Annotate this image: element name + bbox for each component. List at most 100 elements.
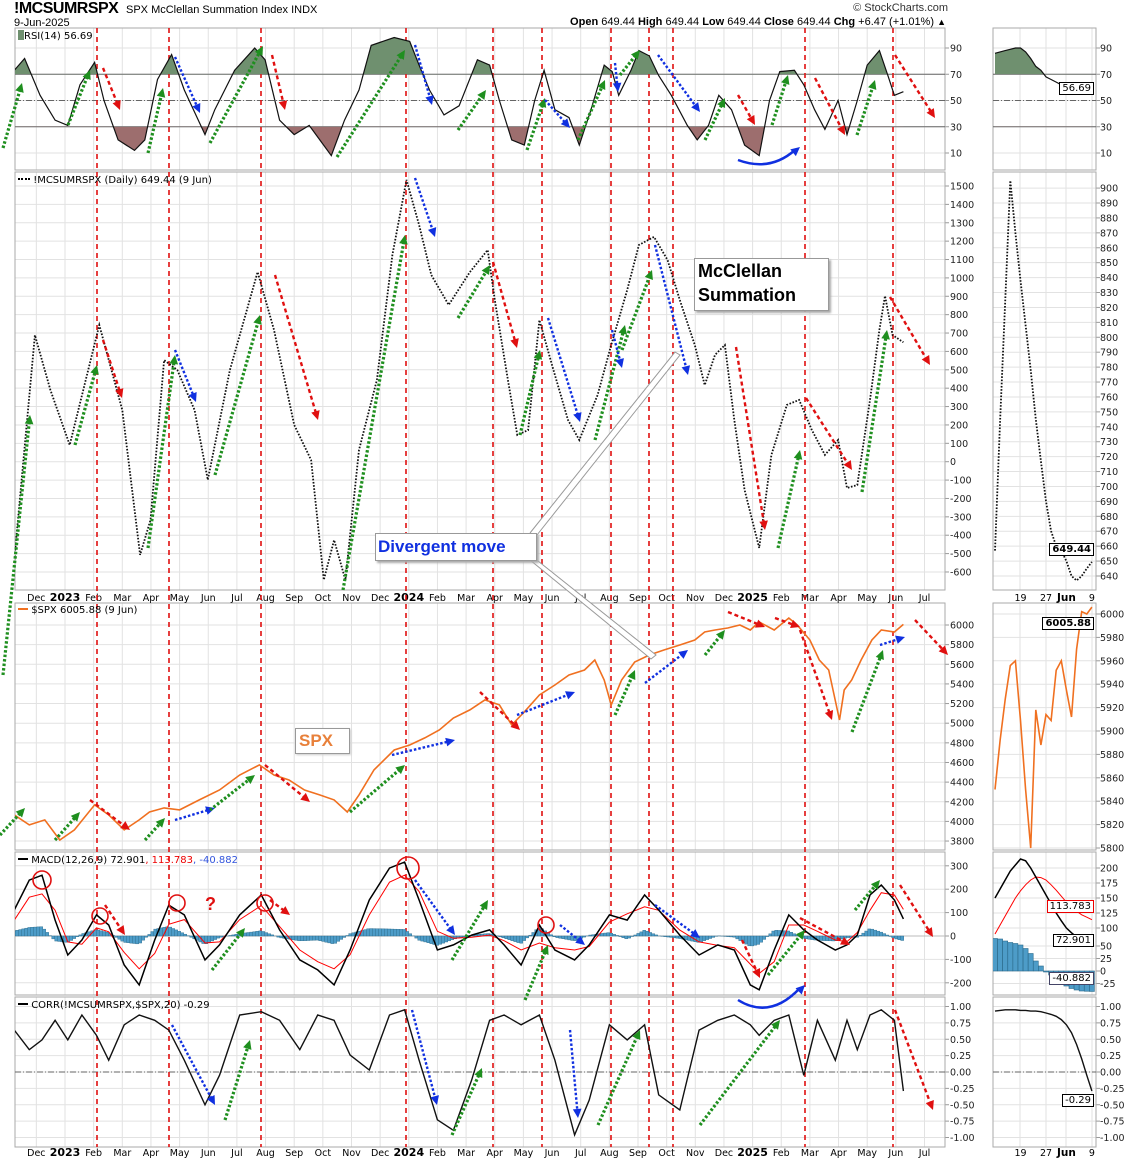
blue-arrow [410, 1009, 437, 1099]
right-date-label: Jun [1056, 1147, 1076, 1159]
right-macd-hist-tick-label: -25 [1100, 979, 1116, 990]
macd-histogram-bar [261, 931, 265, 937]
macd-value-badge: 72.901 [1053, 934, 1094, 947]
blue-arrow-head [575, 935, 585, 945]
month-label: 2023 [50, 1146, 81, 1159]
red-down-arrow-head [311, 410, 320, 420]
macd-histogram-bar [528, 934, 532, 937]
symbol-title: !MCSUMRSPX [14, 0, 119, 17]
right-corr-tick-label: 0.50 [1100, 1035, 1121, 1046]
macd-histogram-bar [231, 934, 235, 937]
right-date-label: 19 [1014, 593, 1026, 604]
green-up-arrow-head [632, 1030, 641, 1040]
macd-histogram-bar [213, 935, 217, 940]
green-up-arrow [1, 421, 31, 676]
summation-tick-label: 800 [950, 310, 968, 321]
month-label: Nov [342, 593, 361, 604]
green-up-arrow [73, 371, 97, 446]
right-summation-tick-label: 750 [1100, 407, 1118, 418]
blue-arrow-head [678, 650, 688, 659]
red-down-arrow-head [115, 388, 124, 398]
macd-histogram-bar [135, 935, 139, 945]
green-up-arrow [223, 1046, 250, 1121]
callout-pointer [529, 556, 657, 660]
macd-histogram-bar [615, 935, 619, 937]
red-down-arrow-head [926, 108, 935, 118]
red-circle-marker [32, 870, 52, 890]
macd-label: MACD(12,26,9) 72.901 [31, 855, 146, 866]
macd-histogram-bar [522, 935, 526, 941]
red-down-arrow [914, 619, 945, 651]
macd-histogram-bar [54, 935, 58, 942]
macd-histogram-bar [858, 935, 862, 937]
summation-tick-label: -300 [950, 512, 972, 523]
right-spx-tick-label: 5800 [1100, 844, 1124, 855]
right-summation-tick-label: 770 [1100, 378, 1118, 389]
macd-histogram-bar [78, 934, 82, 937]
summation-tick-label: 1000 [950, 273, 974, 284]
right-summation-tick-label: 680 [1100, 512, 1118, 523]
red-circle-marker [168, 894, 186, 912]
rsi-panel-frame [14, 27, 946, 171]
right-summation-tick-label: 830 [1100, 288, 1118, 299]
corr-legend: CORR(!MCSUMRSPX,$SPX,20) -0.29 [18, 1000, 210, 1012]
macd-histogram-bar [243, 932, 247, 937]
macd-histogram-bar [72, 935, 76, 939]
red-down-arrow [888, 296, 928, 360]
month-label: Aug [256, 1148, 275, 1159]
right-macd-line-tick-label: 100 [1100, 924, 1118, 935]
macd-histogram-bar [159, 927, 163, 937]
macd-signal-label: , 113.783 [145, 855, 194, 866]
right-summation-tick-label: 810 [1100, 318, 1118, 329]
macd-histogram-bar [300, 935, 304, 942]
blue-arrow [644, 653, 684, 684]
summation-tick-label: 300 [950, 402, 968, 413]
corr-label: CORR(!MCSUMRSPX,$SPX,20) -0.29 [31, 1000, 210, 1011]
macd-histogram-bar [345, 935, 349, 937]
macd-histogram-bar [24, 927, 28, 937]
green-up-arrow-head [477, 90, 486, 100]
macd-histogram-bar [792, 933, 796, 937]
macd-tick-label: 300 [950, 861, 968, 872]
sum-panel-frame [14, 171, 946, 591]
blue-arrow [568, 1029, 579, 1112]
green-up-arrow-head [236, 928, 245, 938]
month-label: May [170, 1148, 190, 1159]
macd-histogram-bar [117, 935, 121, 940]
red-circle-marker [91, 907, 109, 925]
month-label: Mar [801, 593, 819, 604]
month-label: Jun [200, 1148, 216, 1159]
macd-legend: MACD(12,26,9) 72.901, 113.783, -40.882 [18, 855, 238, 867]
right-macd-histogram-bar [1027, 953, 1034, 972]
up-triangle-icon: ▲ [937, 17, 946, 27]
macd-histogram-bar [699, 935, 703, 942]
summation-tick-label: 700 [950, 329, 968, 340]
month-label: Aug [600, 593, 619, 604]
spx-tick-label: 5600 [950, 660, 974, 671]
macd-histogram-bar [726, 935, 730, 937]
macd-histogram-bar [120, 935, 124, 942]
right-summation-tick-label: 670 [1100, 527, 1118, 538]
open-value: 649.44 [601, 16, 635, 28]
month-label: May [514, 593, 534, 604]
macd-histogram-bar [321, 935, 325, 942]
spx-tick-label: 5200 [950, 699, 974, 710]
macd-histogram-bar [396, 929, 400, 937]
macd-histogram-bar [327, 935, 331, 944]
macd-histogram-bar [774, 930, 778, 937]
red-down-arrow-head [840, 936, 850, 945]
macd-histogram-bar [351, 932, 355, 937]
month-label: Oct [658, 1148, 675, 1159]
macd-histogram-bar [219, 935, 223, 938]
summation-tick-label: 1300 [950, 218, 974, 229]
summation-tick-label: 0 [950, 457, 956, 468]
green-up-arrow [208, 51, 262, 144]
blue-arrow [654, 904, 696, 935]
red-down-arrow [264, 764, 306, 799]
green-up-arrow [613, 675, 634, 716]
macd-histogram-bar [27, 927, 31, 937]
orange-line-swatch [18, 608, 28, 610]
low-value: 649.44 [727, 16, 761, 28]
green-up-arrow-head [70, 812, 80, 822]
macd-histogram-bar [618, 935, 622, 937]
